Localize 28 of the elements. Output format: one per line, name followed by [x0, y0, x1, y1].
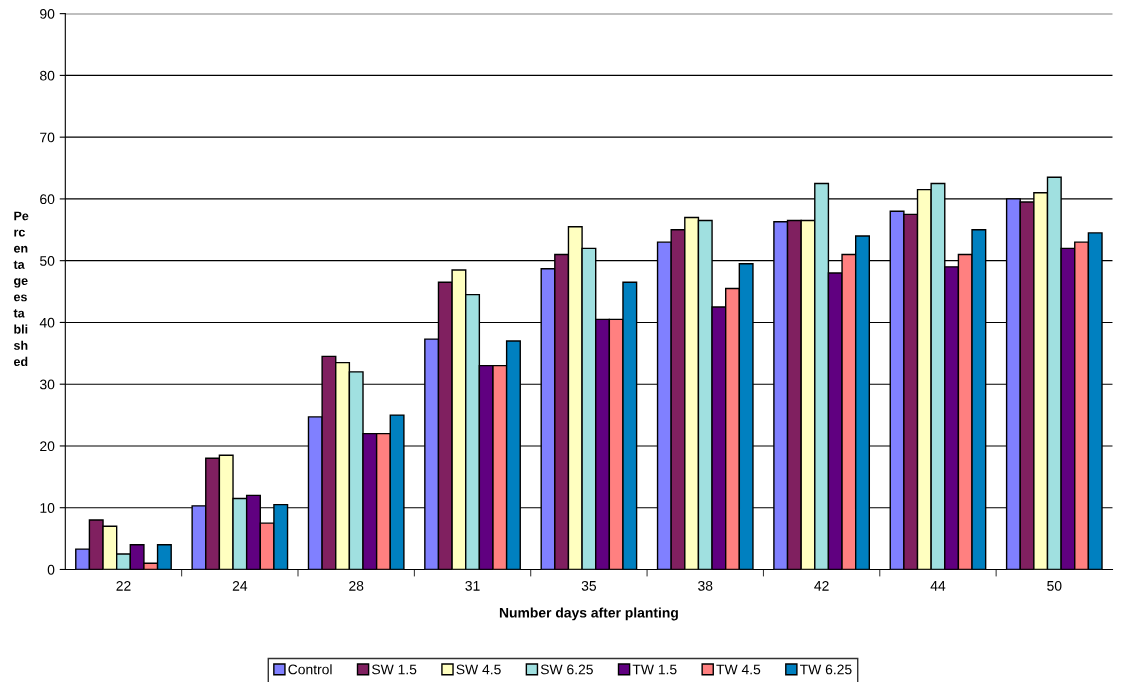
legend-label: TW 6.25	[799, 664, 852, 675]
x-tick-label: 44	[930, 581, 946, 591]
x-tick-label: 38	[698, 580, 713, 591]
y-tick-label: 60	[40, 194, 55, 205]
legend-label: TW 4.5	[716, 664, 761, 675]
x-tick-label: 50	[1047, 580, 1062, 591]
x-tick-label: 31	[465, 580, 480, 591]
legend-label: SW 4.5	[456, 664, 501, 675]
x-tick-label: 42	[814, 580, 829, 591]
legend-label: SW 6.25	[540, 664, 593, 675]
x-tick-label: 35	[581, 580, 597, 591]
y-tick-label: 50	[40, 256, 55, 266]
x-tick-label: 24	[232, 580, 248, 591]
y-tick-label: 0	[47, 564, 55, 575]
y-tick-label: 80	[40, 70, 55, 81]
text: Pe rc en ta ge es ta bli sh ed	[13, 211, 29, 367]
y-tick-label: 40	[39, 317, 55, 328]
y-tick-label: 10	[40, 503, 55, 513]
legend-label: SW 1.5	[372, 664, 417, 675]
y-tick-label: 70	[40, 132, 55, 143]
x-axis-title: Number days after planting	[499, 607, 678, 621]
y-tick-label: 90	[40, 8, 55, 19]
y-tick-label: 20	[40, 441, 55, 452]
legend-label: TW 1.5	[632, 664, 677, 675]
x-tick-label: 28	[349, 580, 364, 591]
x-tick-label: 22	[116, 580, 131, 591]
y-tick-label: 30	[39, 379, 55, 390]
legend-label: Control	[288, 664, 332, 675]
